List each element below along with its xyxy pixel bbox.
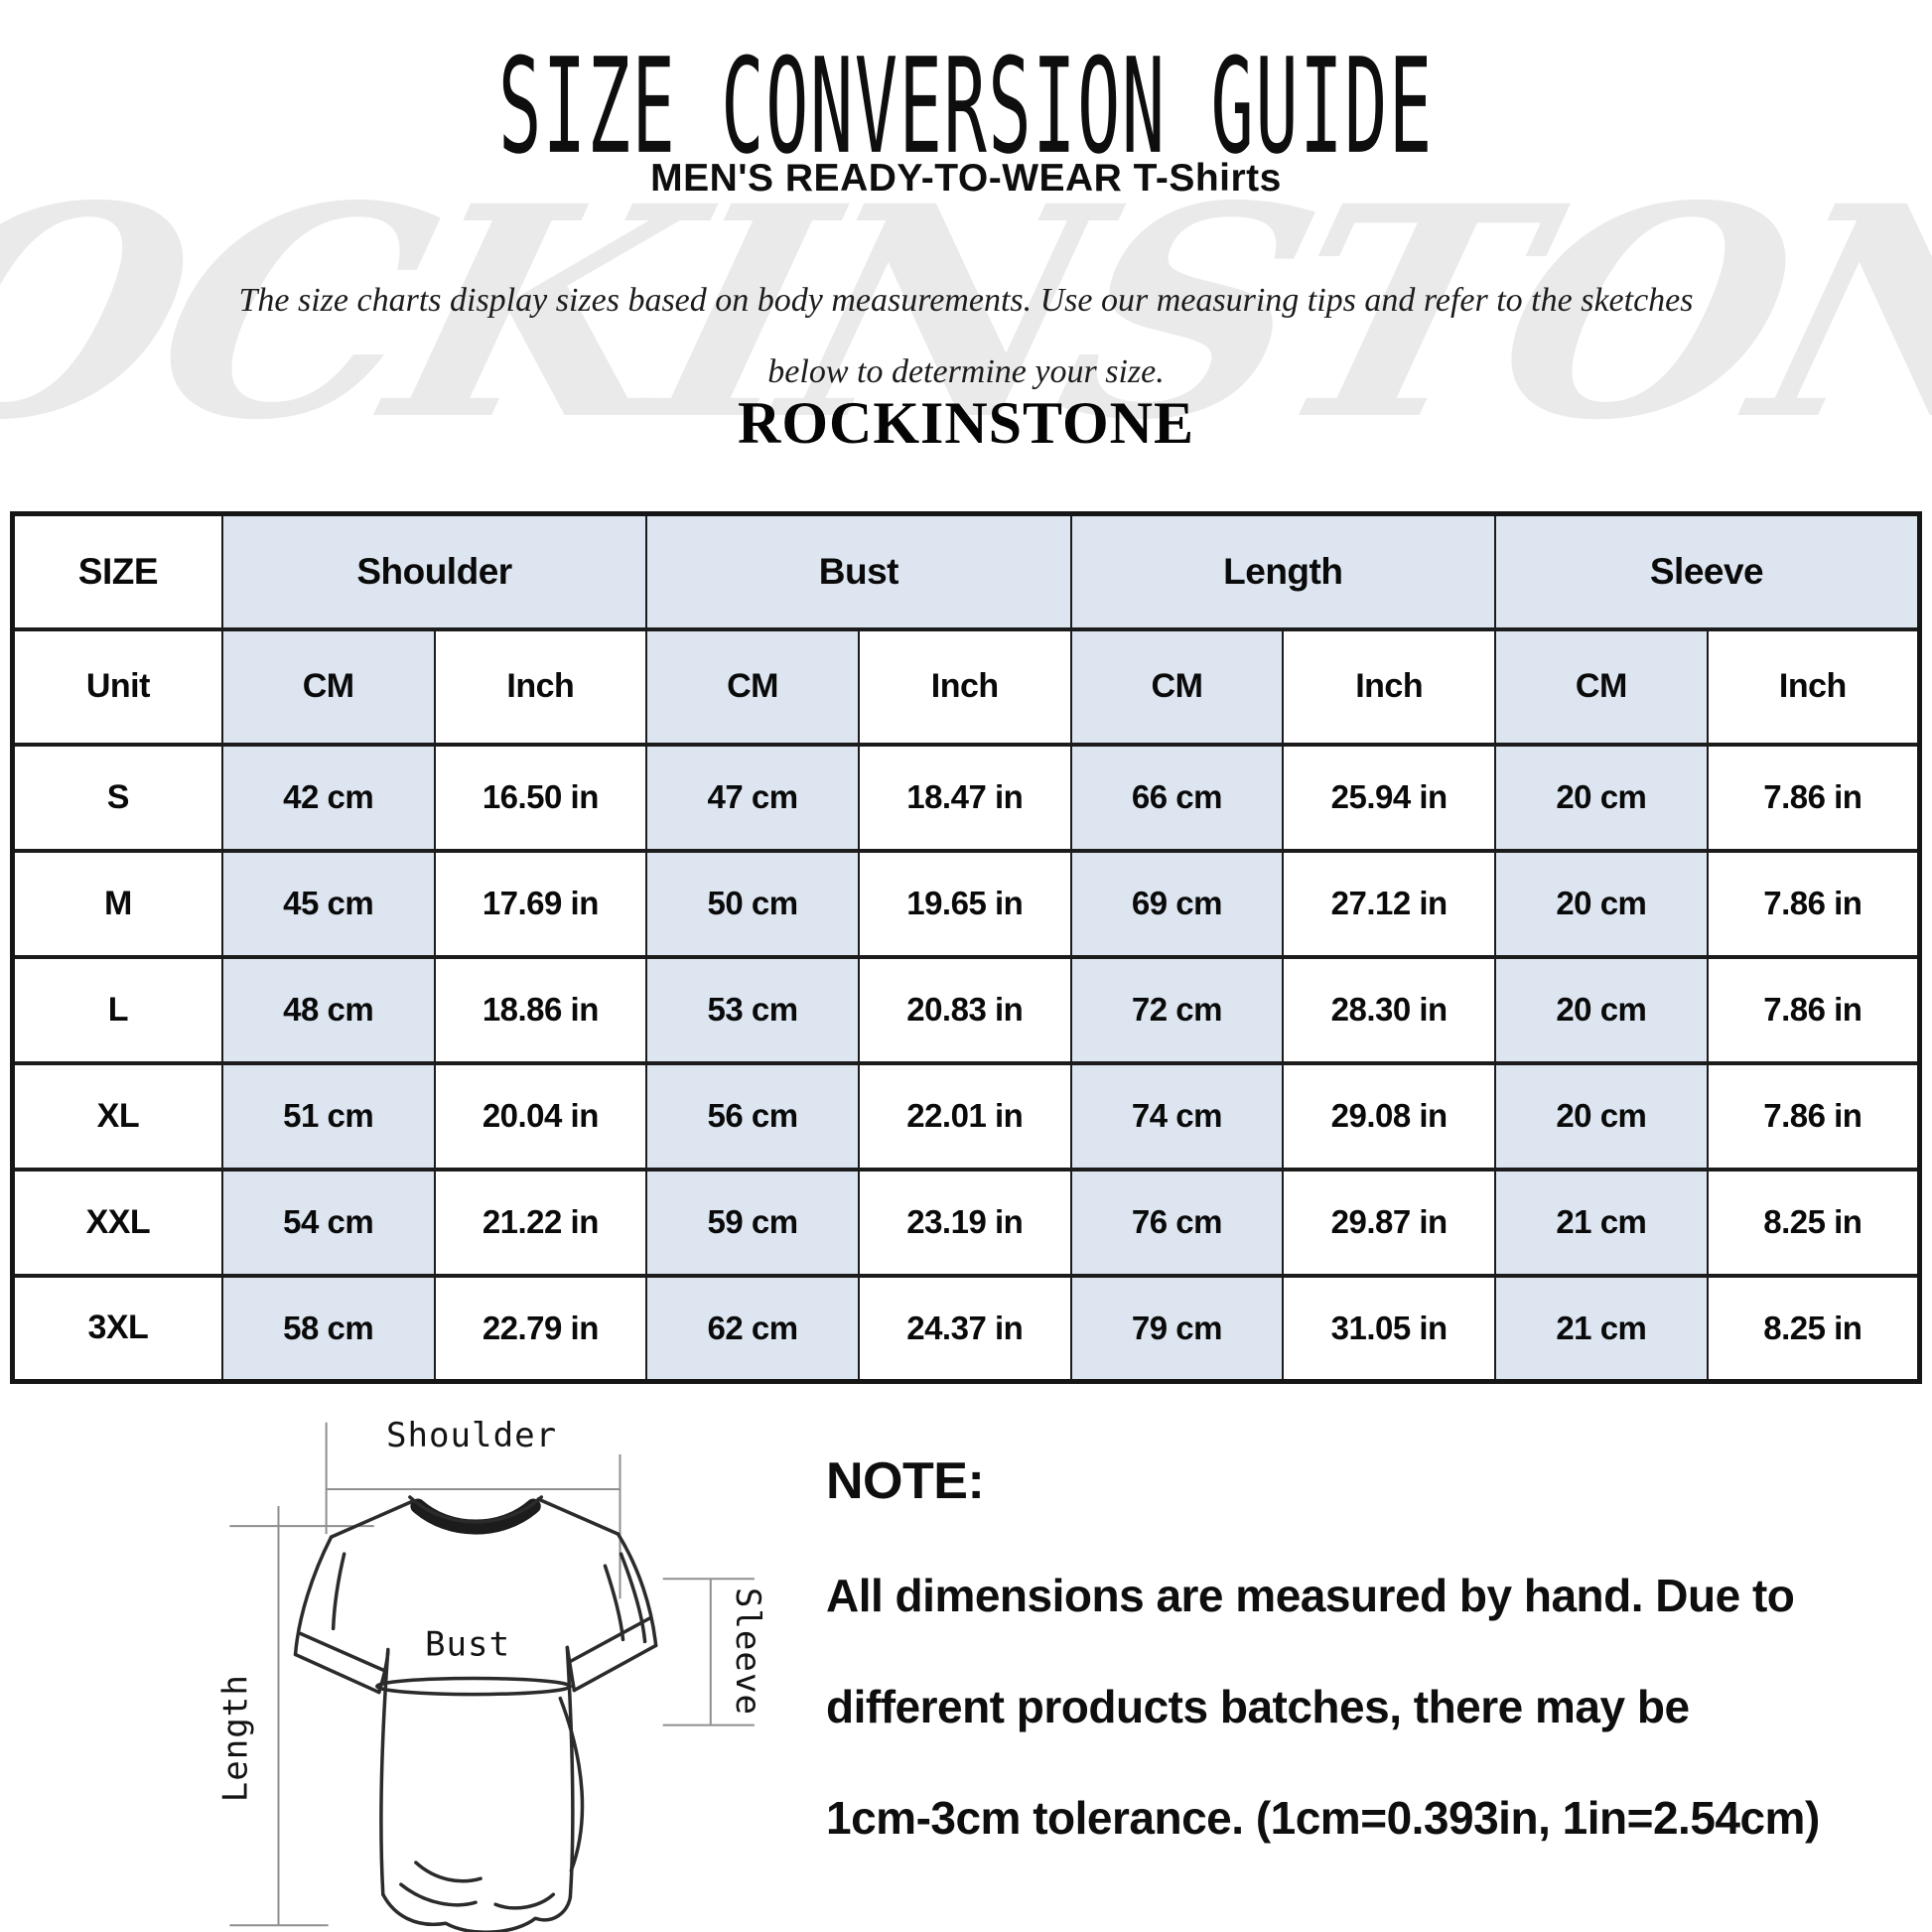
value-cell: 29.87 in [1282, 1167, 1497, 1278]
value-cell: 16.50 in [433, 742, 648, 853]
value-cell: 31.05 in [1282, 1273, 1497, 1384]
unit-header-cm: CM [1494, 626, 1709, 747]
unit-header-cm: CM [220, 626, 436, 747]
size-cell: XXL [11, 1167, 223, 1278]
unit-header-inch: Inch [433, 626, 648, 747]
value-cell: 18.86 in [433, 954, 648, 1065]
subtitle: MEN'S READY-TO-WEAR T-Shirts [650, 157, 1282, 200]
value-cell: 22.01 in [857, 1060, 1072, 1172]
value-cell: 45 cm [220, 848, 436, 959]
value-cell: 20 cm [1494, 954, 1709, 1065]
size-cell: S [11, 742, 223, 853]
table-row: L 48 cm 18.86 in 53 cm 20.83 in 72 cm 28… [11, 954, 1921, 1065]
value-cell: 79 cm [1069, 1273, 1285, 1384]
measurement-guides [229, 1422, 755, 1927]
unit-header-inch: Inch [1706, 626, 1921, 747]
col-header-length: Length [1069, 511, 1497, 631]
value-cell: 23.19 in [857, 1167, 1072, 1278]
value-cell: 47 cm [645, 742, 860, 853]
value-cell: 7.86 in [1706, 1060, 1921, 1172]
value-cell: 21 cm [1494, 1167, 1709, 1278]
value-cell: 18.47 in [857, 742, 1072, 853]
tshirt-sketch: Shoulder Bust Length Sleeve [215, 1416, 767, 1932]
value-cell: 72 cm [1069, 954, 1285, 1065]
diagram-label-shoulder: Shoulder [386, 1416, 557, 1455]
value-cell: 20.04 in [433, 1060, 648, 1172]
value-cell: 29.08 in [1282, 1060, 1497, 1172]
page-title: SIZE CONVERSION GUIDE [0, 30, 1932, 184]
page-title-text: SIZE CONVERSION GUIDE [498, 30, 1434, 184]
value-cell: 17.69 in [433, 848, 648, 959]
note-line: All dimensions are measured by hand. Due… [826, 1570, 1795, 1621]
description-line-1: The size charts display sizes based on b… [238, 282, 1694, 319]
size-cell: L [11, 954, 223, 1065]
table-row: XL 51 cm 20.04 in 56 cm 22.01 in 74 cm 2… [11, 1060, 1921, 1172]
unit-header-inch: Inch [1282, 626, 1497, 747]
value-cell: 62 cm [645, 1273, 860, 1384]
table-unit-header-row: Unit CM Inch CM Inch CM Inch CM Inch [11, 626, 1921, 747]
value-cell: 24.37 in [857, 1273, 1072, 1384]
size-conversion-table: SIZE Shoulder Bust Length Sleeve Unit CM… [10, 511, 1922, 1384]
brand-name: ROCKINSTONE [737, 390, 1194, 456]
value-cell: 21 cm [1494, 1273, 1709, 1384]
value-cell: 51 cm [220, 1060, 436, 1172]
size-cell: M [11, 848, 223, 959]
value-cell: 58 cm [220, 1273, 436, 1384]
value-cell: 7.86 in [1706, 742, 1921, 853]
tshirt-outline [293, 1495, 658, 1932]
col-header-bust: Bust [645, 511, 1072, 631]
value-cell: 69 cm [1069, 848, 1285, 959]
diagram-label-sleeve: Sleeve [728, 1587, 767, 1716]
note-line: different products batches, there may be [826, 1681, 1690, 1732]
table-row: XXL 54 cm 21.22 in 59 cm 23.19 in 76 cm … [11, 1167, 1921, 1278]
value-cell: 59 cm [645, 1167, 860, 1278]
size-cell: XL [11, 1060, 223, 1172]
tshirt-measurement-diagram: Shoulder Bust Length Sleeve [117, 1394, 784, 1932]
value-cell: 7.86 in [1706, 954, 1921, 1065]
value-cell: 66 cm [1069, 742, 1285, 853]
value-cell: 22.79 in [433, 1273, 648, 1384]
value-cell: 25.94 in [1282, 742, 1497, 853]
value-cell: 48 cm [220, 954, 436, 1065]
value-cell: 8.25 in [1706, 1167, 1921, 1278]
value-cell: 56 cm [645, 1060, 860, 1172]
col-header-size: SIZE [11, 511, 223, 631]
diagram-label-length: Length [215, 1674, 255, 1802]
value-cell: 7.86 in [1706, 848, 1921, 959]
header-section: ROCKINSTONE SIZE CONVERSION GUIDE MEN'S … [0, 0, 1932, 511]
table-row: S 42 cm 16.50 in 47 cm 18.47 in 66 cm 25… [11, 742, 1921, 853]
note-line: 1cm-3cm tolerance. (1cm=0.393in, 1in=2.5… [826, 1792, 1820, 1844]
value-cell: 54 cm [220, 1167, 436, 1278]
value-cell: 19.65 in [857, 848, 1072, 959]
table-row: M 45 cm 17.69 in 50 cm 19.65 in 69 cm 27… [11, 848, 1921, 959]
unit-header-inch: Inch [857, 626, 1072, 747]
value-cell: 20 cm [1494, 1060, 1709, 1172]
value-cell: 28.30 in [1282, 954, 1497, 1065]
value-cell: 20 cm [1494, 848, 1709, 959]
row-header-unit: Unit [11, 626, 223, 747]
unit-header-cm: CM [645, 626, 860, 747]
col-header-shoulder: Shoulder [220, 511, 648, 631]
table-row: 3XL 58 cm 22.79 in 62 cm 24.37 in 79 cm … [11, 1273, 1921, 1384]
description-line-2: below to determine your size. [767, 353, 1165, 390]
diagram-label-bust: Bust [425, 1624, 510, 1664]
value-cell: 20 cm [1494, 742, 1709, 853]
value-cell: 53 cm [645, 954, 860, 1065]
value-cell: 8.25 in [1706, 1273, 1921, 1384]
bottom-section: Shoulder Bust Length Sleeve NOTE: All di… [0, 1394, 1932, 1932]
value-cell: 42 cm [220, 742, 436, 853]
value-cell: 21.22 in [433, 1167, 648, 1278]
table-group-header-row: SIZE Shoulder Bust Length Sleeve [11, 511, 1921, 631]
unit-header-cm: CM [1069, 626, 1285, 747]
value-cell: 74 cm [1069, 1060, 1285, 1172]
col-header-sleeve: Sleeve [1494, 511, 1921, 631]
value-cell: 20.83 in [857, 954, 1072, 1065]
size-cell: 3XL [11, 1273, 223, 1384]
value-cell: 27.12 in [1282, 848, 1497, 959]
note-heading: NOTE: [826, 1452, 985, 1510]
value-cell: 50 cm [645, 848, 860, 959]
value-cell: 76 cm [1069, 1167, 1285, 1278]
note-section: NOTE: All dimensions are measured by han… [826, 1394, 1898, 1932]
